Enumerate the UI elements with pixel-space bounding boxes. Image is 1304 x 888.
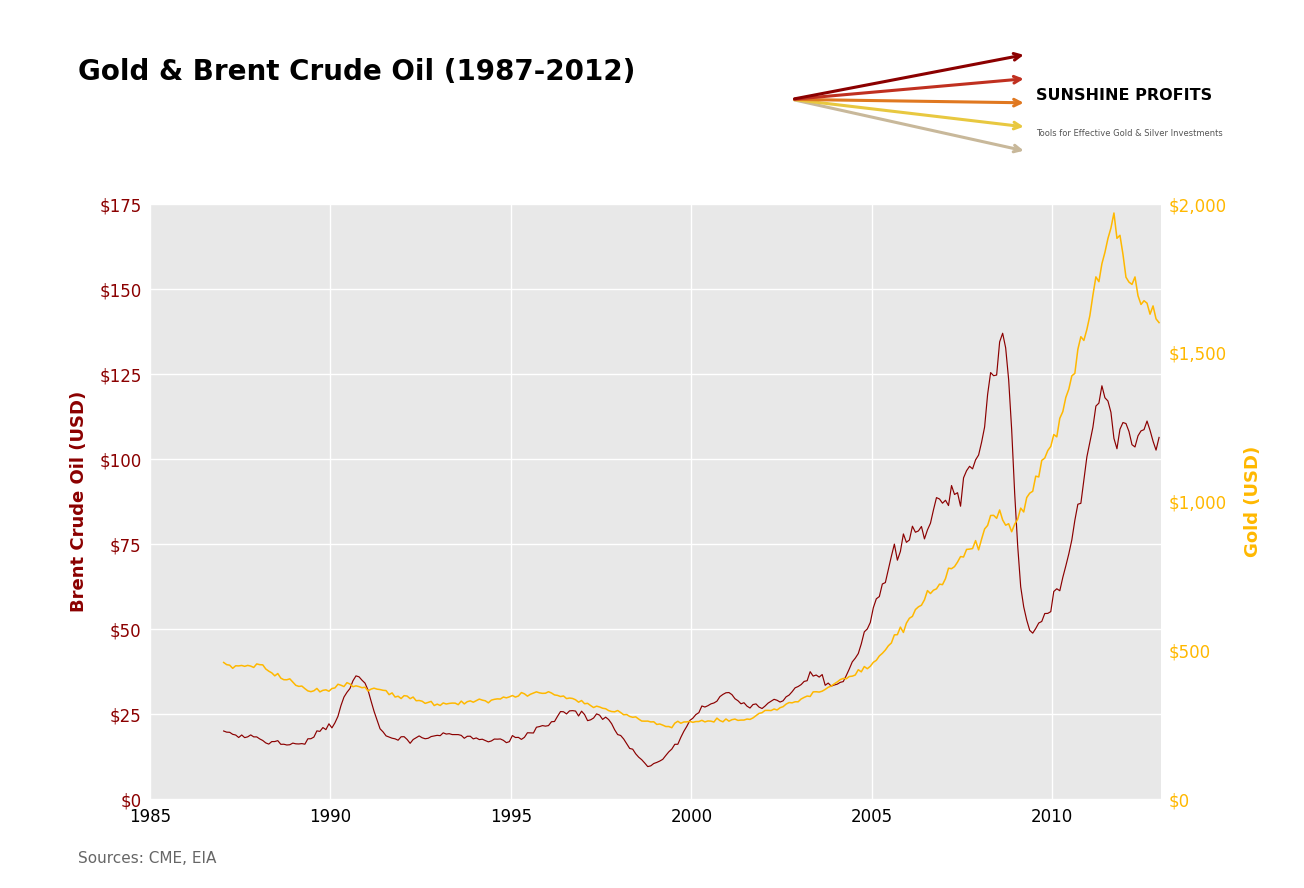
Text: Tools for Effective Gold & Silver Investments: Tools for Effective Gold & Silver Invest… (1035, 130, 1223, 139)
Text: Gold & Brent Crude Oil (1987-2012): Gold & Brent Crude Oil (1987-2012) (78, 58, 635, 86)
Y-axis label: Brent Crude Oil (USD): Brent Crude Oil (USD) (70, 391, 89, 613)
Y-axis label: Gold (USD): Gold (USD) (1244, 446, 1262, 558)
Text: Sources: CME, EIA: Sources: CME, EIA (78, 851, 216, 866)
Text: SUNSHINE PROFITS: SUNSHINE PROFITS (1035, 89, 1211, 103)
